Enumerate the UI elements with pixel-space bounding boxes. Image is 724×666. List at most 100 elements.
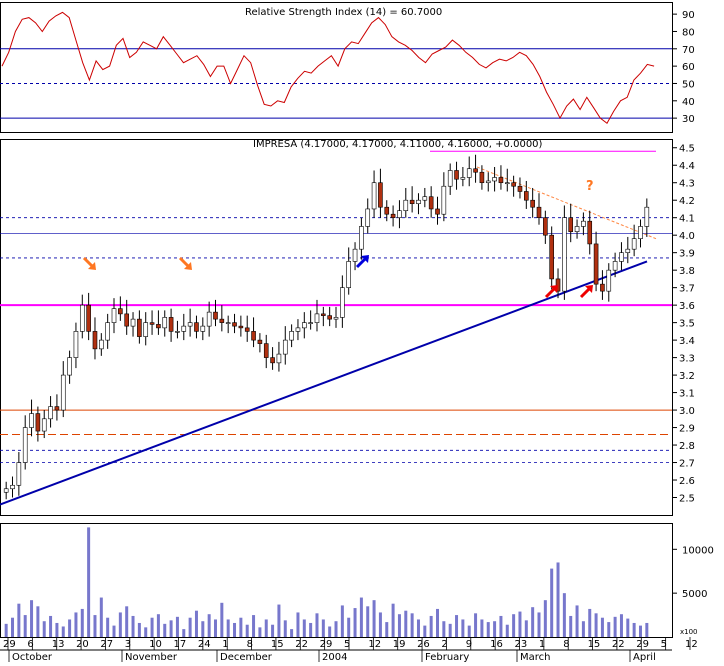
candlestick — [105, 313, 110, 349]
candlestick — [270, 347, 275, 370]
price-tick-label: 3.4 — [679, 336, 695, 347]
arrow-head — [184, 262, 192, 270]
candlestick — [111, 298, 117, 334]
candle-body — [187, 322, 193, 327]
volume-bar — [271, 624, 275, 637]
rsi-y-axis: 30 40 50 60 70 80 90 — [672, 10, 695, 125]
candle-body — [517, 185, 523, 192]
volume-bar — [93, 615, 97, 637]
candlestick — [466, 156, 472, 187]
volume-bar — [328, 626, 332, 637]
candle-body — [295, 327, 301, 332]
volume-bar — [550, 568, 554, 637]
volume-bar — [118, 612, 122, 637]
candle-body — [200, 325, 206, 332]
volume-bar — [30, 600, 34, 637]
candlestick — [428, 186, 434, 218]
candlestick — [219, 305, 225, 332]
candlestick — [10, 476, 15, 498]
candlestick — [257, 333, 263, 353]
volume-bar — [619, 614, 623, 637]
candlestick — [41, 410, 47, 439]
candlestick — [524, 180, 529, 209]
volume-bar — [429, 615, 433, 637]
rsi-tick-label: 70 — [682, 45, 695, 56]
candlestick — [390, 205, 396, 227]
candlestick — [327, 306, 332, 327]
volume-bars — [4, 527, 649, 637]
volume-bar — [404, 610, 408, 637]
candlestick — [194, 315, 199, 339]
volume-bar — [11, 617, 15, 637]
candlestick — [289, 324, 294, 348]
candlestick — [118, 296, 123, 321]
volume-bar — [537, 612, 541, 637]
price-tick-label: 3.3 — [679, 354, 695, 365]
candle-body — [498, 177, 504, 184]
volume-bar — [207, 614, 211, 637]
volume-bar — [252, 615, 256, 637]
arrow-head — [361, 255, 369, 263]
volume-bar — [626, 618, 630, 637]
candle-body — [473, 168, 478, 173]
volume-bar — [264, 619, 268, 637]
annotation-arrows — [82, 255, 593, 299]
x-day-label: 15 — [271, 639, 284, 650]
candle-body — [156, 324, 161, 329]
candlestick — [511, 175, 516, 197]
candlestick — [54, 394, 60, 421]
candlestick — [99, 333, 104, 356]
candle-body — [587, 220, 593, 245]
candlestick — [143, 312, 149, 346]
x-day-label: 22 — [612, 639, 625, 650]
candlestick — [137, 310, 142, 344]
candlestick — [22, 415, 28, 470]
volume-bar — [562, 593, 566, 637]
candle-body — [562, 217, 567, 292]
x-day-label: 15 — [588, 639, 601, 650]
volume-bar — [486, 622, 490, 637]
candle-body — [346, 261, 352, 288]
candlestick — [479, 165, 485, 190]
candlestick — [371, 170, 377, 218]
volume-bar — [226, 619, 230, 637]
candlestick — [156, 310, 161, 335]
candle-body — [251, 331, 256, 341]
candlestick — [314, 299, 320, 332]
rsi-tick-label: 60 — [682, 62, 695, 73]
panel-frames — [0, 2, 673, 651]
candle-body — [612, 261, 618, 271]
candlestick — [574, 219, 580, 239]
candle-body — [593, 243, 599, 285]
candlestick — [225, 315, 231, 334]
volume-bar — [74, 612, 78, 637]
volume-bar — [499, 615, 503, 637]
candle-body — [86, 304, 91, 332]
candlestick — [48, 396, 53, 428]
volume-bar — [99, 597, 103, 637]
candle-body — [422, 196, 428, 201]
candle-body — [16, 462, 22, 486]
volume-bar — [442, 621, 446, 637]
candlestick — [638, 219, 643, 248]
candlestick — [187, 308, 193, 337]
price-tick-label: 4.5 — [679, 144, 695, 155]
volume-bar — [309, 622, 313, 637]
price-tick-label: 3.0 — [679, 406, 695, 417]
candle-body — [397, 210, 402, 218]
candlestick — [238, 315, 244, 337]
candle-body — [213, 311, 218, 320]
candlestick — [308, 310, 313, 330]
candle-body — [232, 322, 237, 327]
candlestick — [29, 399, 34, 437]
x-day-label: 10 — [149, 639, 162, 650]
volume-bar — [42, 621, 46, 637]
candlestick — [79, 294, 85, 339]
candle-body — [10, 484, 15, 490]
candlestick — [168, 308, 174, 342]
volume-bar — [391, 603, 395, 637]
volume-bar — [17, 603, 21, 637]
x-month-label: February — [425, 652, 469, 662]
price-tick-label: 3.5 — [679, 319, 695, 330]
